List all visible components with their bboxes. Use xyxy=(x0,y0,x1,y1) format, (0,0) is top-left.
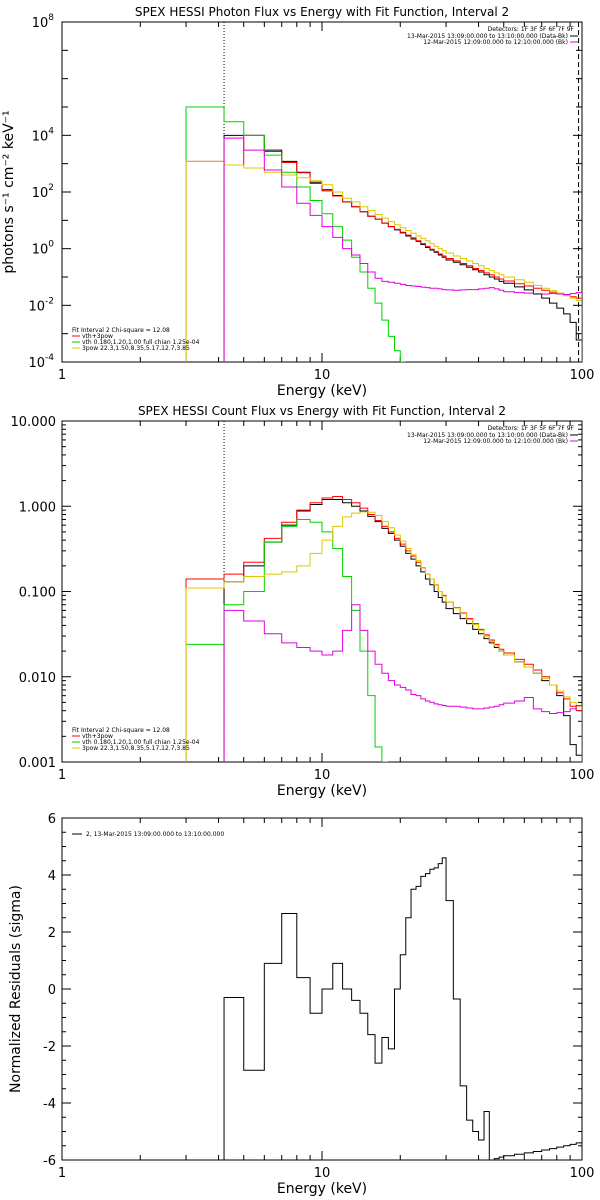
series-data-histogram xyxy=(223,134,582,362)
legend-entry-vth: vth 0.180,1.20,1.00 full chian 1.25e-04 xyxy=(82,739,200,746)
legend-entry-data: 2, 13-Mar-2015 13:09:00.000 to 13:10:00.… xyxy=(86,831,224,838)
y-tick-label: -2 xyxy=(43,1040,56,1055)
legend-entry-data: 13-Mar-2015 13:09:00.000 to 13:10:00.000… xyxy=(407,33,568,40)
legend-entry-bk: 12-Mar-2015 12:09:00.000 to 12:10:00.000… xyxy=(423,438,568,445)
fit-summary: Fit Interval 2 Chi-square = 12.08 xyxy=(72,327,170,334)
legend-entry-data: 13-Mar-2015 13:09:00.000 to 13:10:00.000… xyxy=(407,432,568,439)
x-tick-label: 1 xyxy=(58,1166,66,1181)
y-tick-label: 10-2 xyxy=(28,296,54,314)
y-tick-label: 100 xyxy=(32,240,55,258)
y-tick-label: 0.001 xyxy=(19,756,56,771)
y-tick-label: 6 xyxy=(48,812,56,827)
count-flux-chart: SPEX HESSI Count Flux vs Energy with Fit… xyxy=(11,404,595,799)
y-tick-label: 0.100 xyxy=(19,586,56,601)
y-axis-label: photons s⁻¹ cm⁻² keV⁻¹ xyxy=(1,110,17,273)
y-tick-label: 0.010 xyxy=(19,671,56,686)
detectors-label: Detectors: 1F 3F 5F 6F 7F 9F xyxy=(488,26,575,33)
x-tick-label: 100 xyxy=(570,768,595,783)
legend-entry-total: vth+3pow xyxy=(82,333,113,340)
x-tick-label: 10 xyxy=(314,1166,331,1181)
legend-entry-bpow: 3pow 22.3,1.50,8.35,5.17,12.7,3.85 xyxy=(82,345,190,352)
x-tick-label: 1 xyxy=(58,768,66,783)
x-tick-label: 10 xyxy=(314,768,331,783)
series-vth-histogram xyxy=(185,106,406,362)
series-bpow-histogram xyxy=(185,511,582,762)
legend-entry-bpow: 3pow 22.3,1.50,8.35,5.17,12.7,3.85 xyxy=(82,745,190,752)
y-tick-label: 102 xyxy=(32,183,54,201)
chart-title: SPEX HESSI Count Flux vs Energy with Fit… xyxy=(138,404,506,418)
legend-entry-bk: 12-Mar-2015 12:09:00.000 to 12:10:00.000… xyxy=(423,39,568,46)
x-axis-label: Energy (keV) xyxy=(277,783,367,799)
y-axis-label: Normalized Residuals (sigma) xyxy=(8,885,24,1093)
series-bk-histogram xyxy=(223,137,582,362)
residuals-chart: 1 10 100 Energy (keV) -6 -4 -2 0 2 4 6 Normalized R… xyxy=(8,812,594,1197)
x-axis-label: Energy (keV) xyxy=(277,383,367,399)
y-tick-label: 1.000 xyxy=(19,500,56,515)
x-tick-label: 10 xyxy=(314,368,331,383)
plot-frame xyxy=(61,420,583,763)
chart-title: SPEX HESSI Photon Flux vs Energy with Fi… xyxy=(135,5,509,19)
series-bpow-histogram xyxy=(185,160,582,362)
y-tick-label: -4 xyxy=(43,1097,56,1112)
y-tick-label: 104 xyxy=(32,126,55,144)
series-bk-histogram xyxy=(223,604,582,762)
x-tick-label: 100 xyxy=(570,1166,595,1181)
x-axis-label: Energy (keV) xyxy=(277,1181,367,1197)
series-data-histogram xyxy=(223,857,582,1160)
series-data-histogram xyxy=(223,499,582,762)
fit-summary: Fit Interval 2 Chi-square = 12.08 xyxy=(72,727,170,734)
legend-entry-vth: vth 0.180,1.20,1.00 full chian 1.25e-04 xyxy=(82,339,200,346)
y-tick-label: 10.000 xyxy=(11,415,57,430)
y-tick-label: 108 xyxy=(32,13,55,31)
series-total-histogram xyxy=(185,496,582,762)
x-tick-label: 100 xyxy=(570,368,595,383)
series-total-histogram xyxy=(185,134,582,362)
plot-frame xyxy=(61,21,583,363)
y-tick-label: 4 xyxy=(48,869,56,884)
y-tick-label: 0 xyxy=(48,983,56,998)
y-tick-label: 2 xyxy=(48,926,56,941)
x-tick-label: 1 xyxy=(58,368,66,383)
detectors-label: Detectors: 1F 3F 5F 6F 7F 9F xyxy=(488,425,575,432)
y-tick-label: 10-4 xyxy=(28,353,54,371)
series-vth-histogram xyxy=(185,518,389,762)
legend-entry-total: vth+3pow xyxy=(82,733,113,740)
y-tick-label: -6 xyxy=(43,1154,56,1169)
photon-flux-chart: SPEX HESSI Photon Flux vs Energy with Fi… xyxy=(1,5,594,399)
